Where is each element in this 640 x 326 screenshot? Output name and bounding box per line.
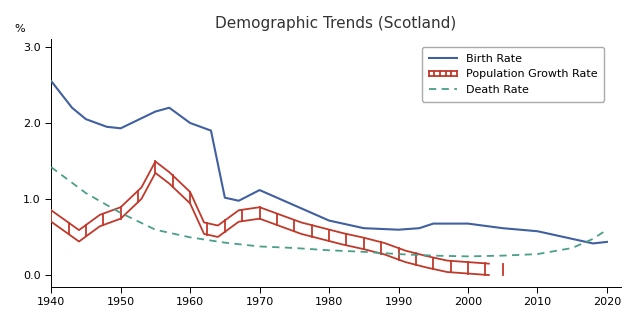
Legend: Birth Rate, Population Growth Rate, Death Rate: Birth Rate, Population Growth Rate, Deat… xyxy=(422,47,604,102)
Title: Demographic Trends (Scotland): Demographic Trends (Scotland) xyxy=(216,16,456,31)
Text: %: % xyxy=(15,24,25,34)
